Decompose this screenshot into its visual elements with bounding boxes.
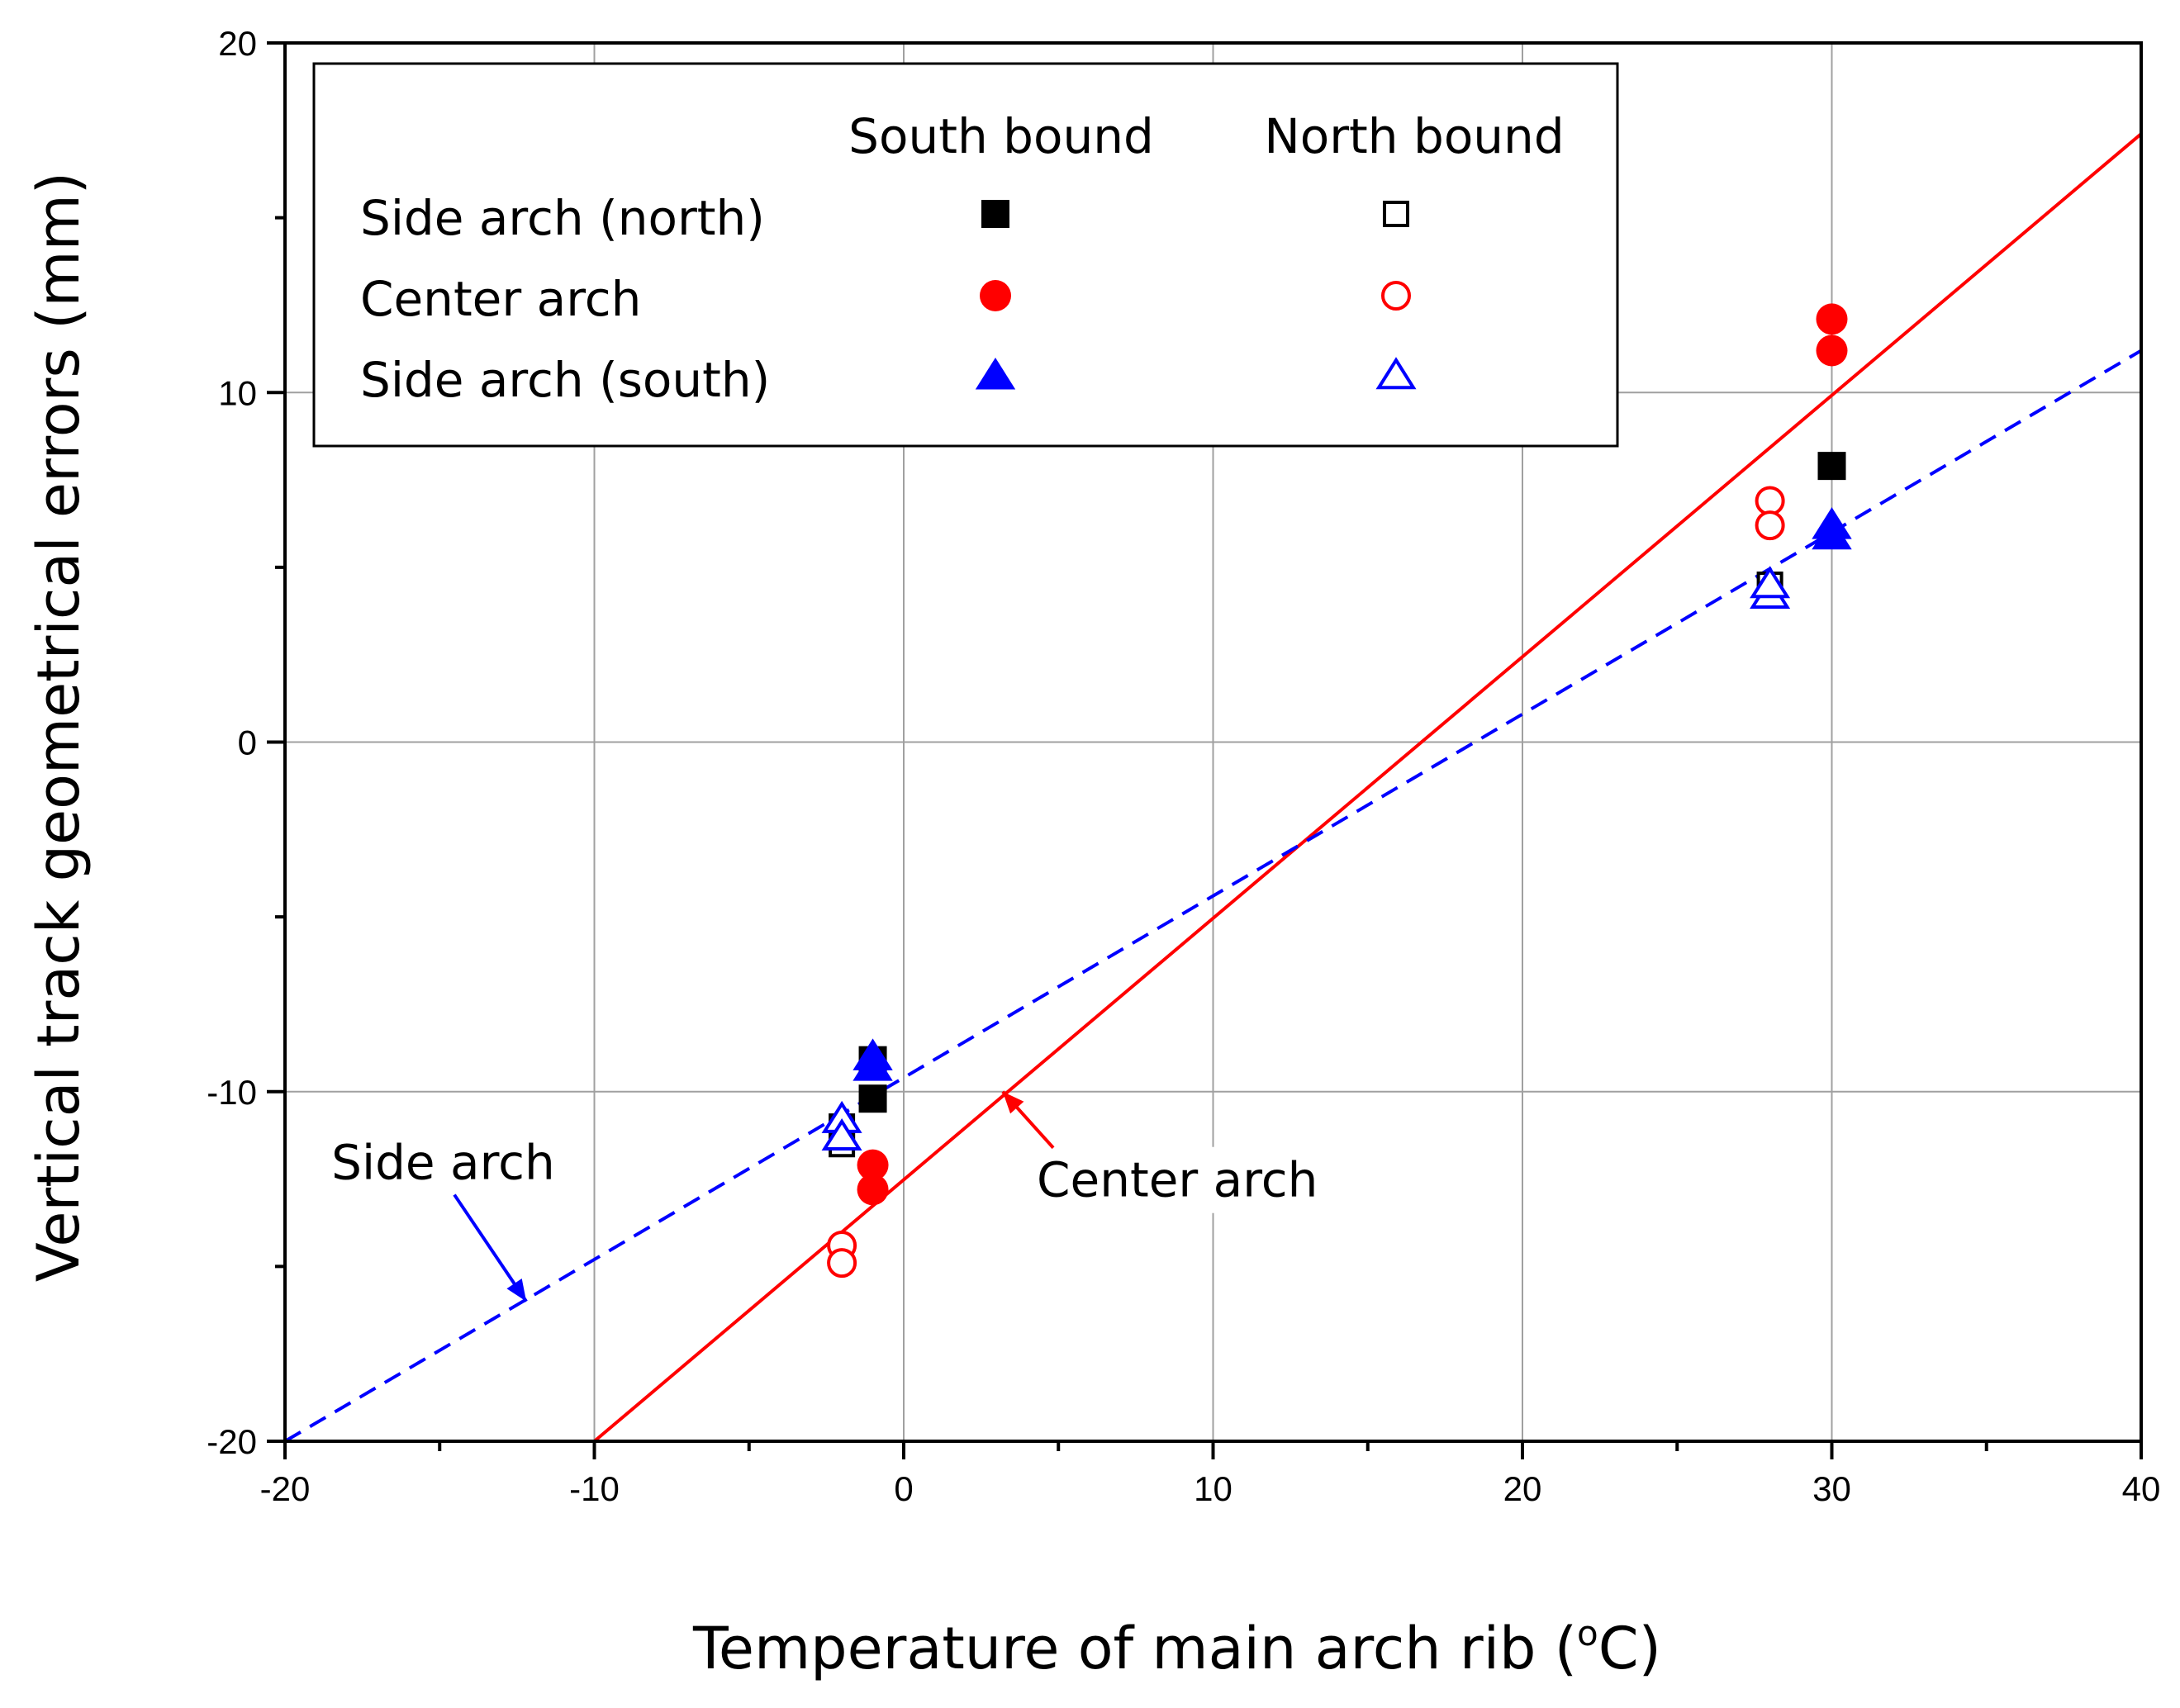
legend-marker-square-filled: [981, 200, 1009, 228]
x-tick-label: 30: [1812, 1469, 1851, 1508]
legend-marker-triangle-open: [1375, 357, 1417, 390]
annotation-side-arch: Side arch: [331, 1135, 555, 1191]
annotation-center-arch: Center arch: [1037, 1152, 1318, 1208]
data-point-triangle-open: [821, 1118, 862, 1151]
y-tick-label: 10: [218, 373, 257, 412]
data-point-square-filled: [1817, 452, 1846, 481]
legend-marker-triangle-filled: [975, 358, 1016, 390]
y-tick-label: 0: [238, 724, 257, 762]
legend-markers: [975, 200, 1417, 390]
legend-row-side-arch-north: Side arch (north): [360, 190, 765, 246]
annotation-label-bg: [323, 1129, 563, 1196]
x-tick-label: 0: [894, 1469, 913, 1508]
x-tick-label: 10: [1194, 1469, 1232, 1508]
data-point-circle-open: [827, 1248, 857, 1279]
legend-marker-square-open: [1383, 201, 1409, 227]
ticks: [267, 41, 2143, 1459]
data-points: [821, 303, 1852, 1279]
legend-col-header-north-bound: North bound: [1264, 108, 1564, 164]
x-tick-label: -20: [260, 1469, 311, 1508]
data-point-circle-filled: [1816, 334, 1848, 367]
annotations: Side arch Center arch: [323, 1090, 1327, 1302]
legend-marker-circle-filled: [980, 280, 1011, 311]
y-tick-label: 20: [218, 24, 257, 63]
annotation-label-bg: [1028, 1146, 1327, 1213]
data-point-circle-open: [1755, 510, 1785, 541]
data-point-triangle-open: [1750, 566, 1791, 599]
y-tick-label: -10: [207, 1073, 257, 1112]
data-point-circle-filled: [1816, 303, 1848, 335]
data-point-circle-open: [1755, 486, 1785, 516]
data-point-square-filled: [858, 1084, 887, 1113]
data-point-circle-filled: [857, 1149, 889, 1181]
annotation-arrow-head: [506, 1278, 527, 1302]
y-axis-title: Vertical track geometrical errors (mm): [25, 172, 93, 1282]
tick-labels: -20 -10 0 10 20 30 40 -20 -10 0 10 20: [207, 24, 2160, 1508]
legend: South bound North bound Side arch (north…: [312, 62, 1619, 448]
x-tick-label: -10: [569, 1469, 620, 1508]
annotation-arrow-head: [1002, 1091, 1024, 1114]
legend-row-side-arch-south: Side arch (south): [360, 352, 770, 408]
y-tick-label: -20: [207, 1422, 257, 1461]
fit-line-center-arch: [593, 132, 2143, 1443]
legend-row-center-arch: Center arch: [360, 271, 641, 327]
data-point-triangle-filled: [853, 1049, 893, 1081]
legend-marker-circle-open: [1381, 281, 1411, 311]
data-point-circle-filled: [857, 1174, 889, 1206]
x-axis-title: Temperature of main arch rib (oC): [692, 1613, 1661, 1682]
x-tick-label: 40: [2122, 1469, 2161, 1508]
data-point-triangle-filled: [1812, 517, 1852, 550]
legend-col-header-south-bound: South bound: [848, 108, 1154, 164]
x-tick-label: 20: [1503, 1469, 1542, 1508]
